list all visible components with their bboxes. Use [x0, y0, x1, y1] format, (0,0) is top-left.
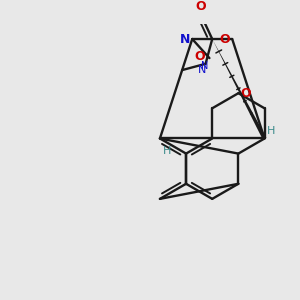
Text: H: H	[267, 126, 276, 136]
Text: O: O	[194, 50, 205, 63]
Text: O: O	[220, 32, 230, 46]
Text: O: O	[240, 87, 251, 100]
Text: N: N	[198, 65, 206, 75]
Polygon shape	[212, 39, 266, 140]
Text: N: N	[201, 61, 208, 71]
Text: N: N	[180, 32, 190, 46]
Text: H: H	[163, 146, 171, 156]
Text: O: O	[195, 0, 206, 13]
